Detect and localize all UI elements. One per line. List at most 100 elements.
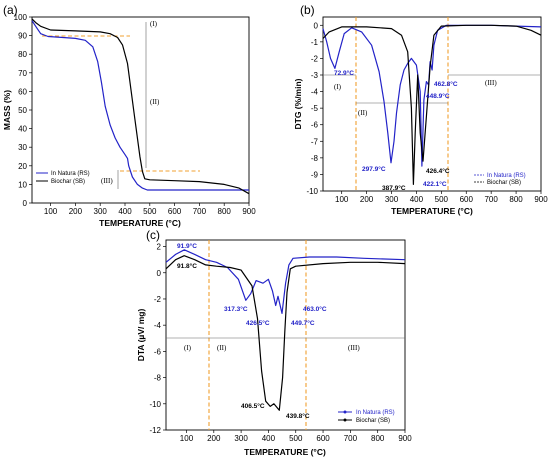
panel-b-x-tick-label-8: 900: [534, 195, 548, 204]
panel-c-x-tick-label-6: 700: [344, 434, 358, 443]
panel-b-series: [322, 24, 542, 185]
panel-b-y-tick-label-0: -10: [306, 187, 318, 196]
panel-c-annotation-91-8: 91.8°C: [177, 262, 197, 270]
panel-b-series-in-natura-rs-line: [322, 24, 542, 167]
panel-b-zone-2: (II): [358, 109, 368, 117]
panel-b-axes: 100 200 300 400 500 600 700 800 900-10-9-8-7-6-5…: [306, 21, 548, 204]
panel-a-zone-1: (I): [150, 20, 158, 28]
panel-b-x-tick-label-1: 200: [360, 195, 374, 204]
panel-a-y-tick-label-7: 70: [18, 69, 27, 78]
panel-c-y-tick-label-5: -2: [154, 295, 162, 304]
panel-c-annotation-426-5: 426.5°C: [246, 319, 270, 327]
panel-c-axes: 100 200 300 400 500 600 700 800 900 -12 -10 -8 -6 -4 -…: [149, 243, 412, 443]
panel-b-legend-rs: In Natura (RS): [487, 173, 526, 179]
panel-c-x-tick-label-5: 600: [316, 434, 330, 443]
panel-b-y-tick-label-3: -7: [311, 137, 319, 146]
panel-b-x-tick-label-3: 400: [410, 195, 424, 204]
panel-c-y-tick-label-3: -6: [154, 347, 162, 356]
panel-a-x-tick-label-3: 400: [118, 207, 132, 216]
panel-b-y-tick-label-1: -9: [311, 170, 319, 179]
panel-b-annotation-426-4: 426.4°C: [426, 167, 450, 175]
panel-a-y-tick-label-4: 40: [18, 125, 27, 134]
panel-b-annotation-387-9: 387.9°C: [382, 184, 406, 192]
panel-a-x-tick-label-7: 800: [218, 207, 232, 216]
panel-b-legend-sb: Biochar (SB): [487, 180, 521, 186]
panel-c-y-tick-label-2: -8: [154, 374, 162, 383]
panel-b-x-tick-label-4: 500: [435, 195, 449, 204]
panel-b-label: (b): [300, 3, 315, 17]
panel-c-legend-marker-sb: [343, 418, 347, 422]
panel-c-y-axis-label: DTA (µV/ mg): [136, 309, 146, 362]
panel-c-x-axis-label: TEMPERATURE (°C): [244, 447, 326, 457]
panel-c-plot-area: [165, 239, 406, 431]
panel-c-zone-2: (II): [217, 344, 227, 352]
panel-a-label: (a): [3, 3, 18, 17]
panel-c-label: (c): [146, 228, 160, 242]
panel-b-x-tick-label-6: 700: [484, 195, 498, 204]
panel-a-x-axis-label: TEMPERATURE (°C): [99, 218, 181, 228]
panel-b-y-tick-label-4: -6: [311, 121, 319, 130]
panel-c-annotation-439-8: 439.8°C: [286, 412, 310, 420]
panel-c-x-tick-label-7: 800: [371, 434, 385, 443]
panel-a-y-tick-label-6: 60: [18, 87, 27, 96]
panel-b-annotation-422-1: 422.1°C: [423, 180, 447, 188]
panel-a-legend: In Natura (RS) Biochar (SB): [36, 171, 90, 185]
panel-a-series: [31, 18, 250, 195]
panel-c-x-tick-label-0: 100: [180, 434, 194, 443]
panel-c-x-tick-label-4: 500: [289, 434, 303, 443]
panel-a: (a) 100 200 300 400 500 600 700 800 900 0 10 20 30 40…: [2, 3, 256, 228]
panel-b-zone-1: (I): [334, 83, 342, 91]
panel-c-series-biochar-sb-line: [165, 255, 406, 411]
panel-b-y-tick-label-5: -5: [311, 104, 319, 113]
panel-c-y-tick-label-0: -12: [149, 426, 161, 435]
panel-b-y-tick-label-7: -3: [311, 71, 319, 80]
panel-c-x-tick-label-1: 200: [207, 434, 221, 443]
panel-c-legend-sb: Biochar (SB): [356, 418, 390, 424]
panel-c-y-tick-label-6: 0: [157, 269, 162, 278]
panel-b-x-tick-label-7: 800: [509, 195, 523, 204]
panel-c-series: [165, 249, 406, 411]
panel-a-y-tick-label-1: 10: [18, 180, 27, 189]
panel-c-y-tick-label-1: -10: [149, 400, 161, 409]
panel-a-y-tick-label-2: 20: [18, 162, 27, 171]
panel-c-series-in-natura-rs-line: [165, 249, 406, 314]
panel-a-zone-3: (III): [101, 177, 113, 185]
panel-c-x-tick-label-8: 900: [398, 434, 412, 443]
panel-b-annotation-72-9: 72.9°C: [334, 69, 354, 77]
panel-a-y-tick-label-8: 80: [18, 50, 27, 59]
panel-b-y-tick-label-2: -8: [311, 154, 319, 163]
panel-b-annotation-448-9: 448.9°C: [426, 92, 450, 100]
panel-b-y-tick-label-6: -4: [311, 88, 319, 97]
panel-a-x-tick-label-8: 900: [242, 207, 256, 216]
panel-c-legend-marker-rs: [343, 410, 347, 414]
panel-a-series-biochar-sb-line: [31, 18, 250, 195]
panel-b-x-tick-label-5: 600: [460, 195, 474, 204]
panel-c-annotation-317-3: 317.3°C: [224, 305, 248, 313]
panel-c-zone-1: (I): [184, 344, 192, 352]
panel-c-legend-rs: In Natura (RS): [356, 410, 395, 416]
panel-a-x-tick-label-4: 500: [143, 207, 157, 216]
panel-a-y-tick-label-9: 90: [18, 32, 27, 41]
panel-b-annotation-297-9: 297.9°C: [362, 165, 386, 173]
panel-a-y-tick-label-0: 0: [23, 199, 28, 208]
panel-b-legend: In Natura (RS) Biochar (SB): [474, 173, 526, 186]
panel-a-zone-2: (II): [150, 98, 160, 106]
panel-a-x-tick-label-2: 300: [94, 207, 108, 216]
panel-a-y-tick-label-5: 50: [18, 106, 27, 115]
panel-c-annotation-463-0: 463.0°C: [303, 305, 327, 313]
panel-a-y-axis-label: MASS (%): [2, 90, 12, 130]
panel-b-x-axis-label: TEMPERATURE (°C): [391, 206, 473, 216]
panel-c-legend: In Natura (RS) Biochar (SB): [338, 410, 395, 424]
panel-c-annotation-406-5: 406.5°C: [241, 402, 265, 410]
panel-a-x-tick-label-1: 200: [69, 207, 83, 216]
panel-a-x-tick-label-5: 600: [168, 207, 182, 216]
panel-c-zone-3: (III): [348, 344, 360, 352]
panel-b-annotation-462-8: 462.8°C: [434, 80, 458, 88]
panel-c-y-tick-label-7: 2: [157, 243, 162, 252]
panel-b-y-axis-label: DTG (%/min): [293, 78, 303, 129]
panel-b-zone-3: (III): [485, 79, 497, 87]
panel-c-x-tick-label-3: 400: [262, 434, 276, 443]
panel-c-y-tick-label-4: -4: [154, 321, 162, 330]
panel-b-y-tick-label-8: -2: [311, 54, 319, 63]
